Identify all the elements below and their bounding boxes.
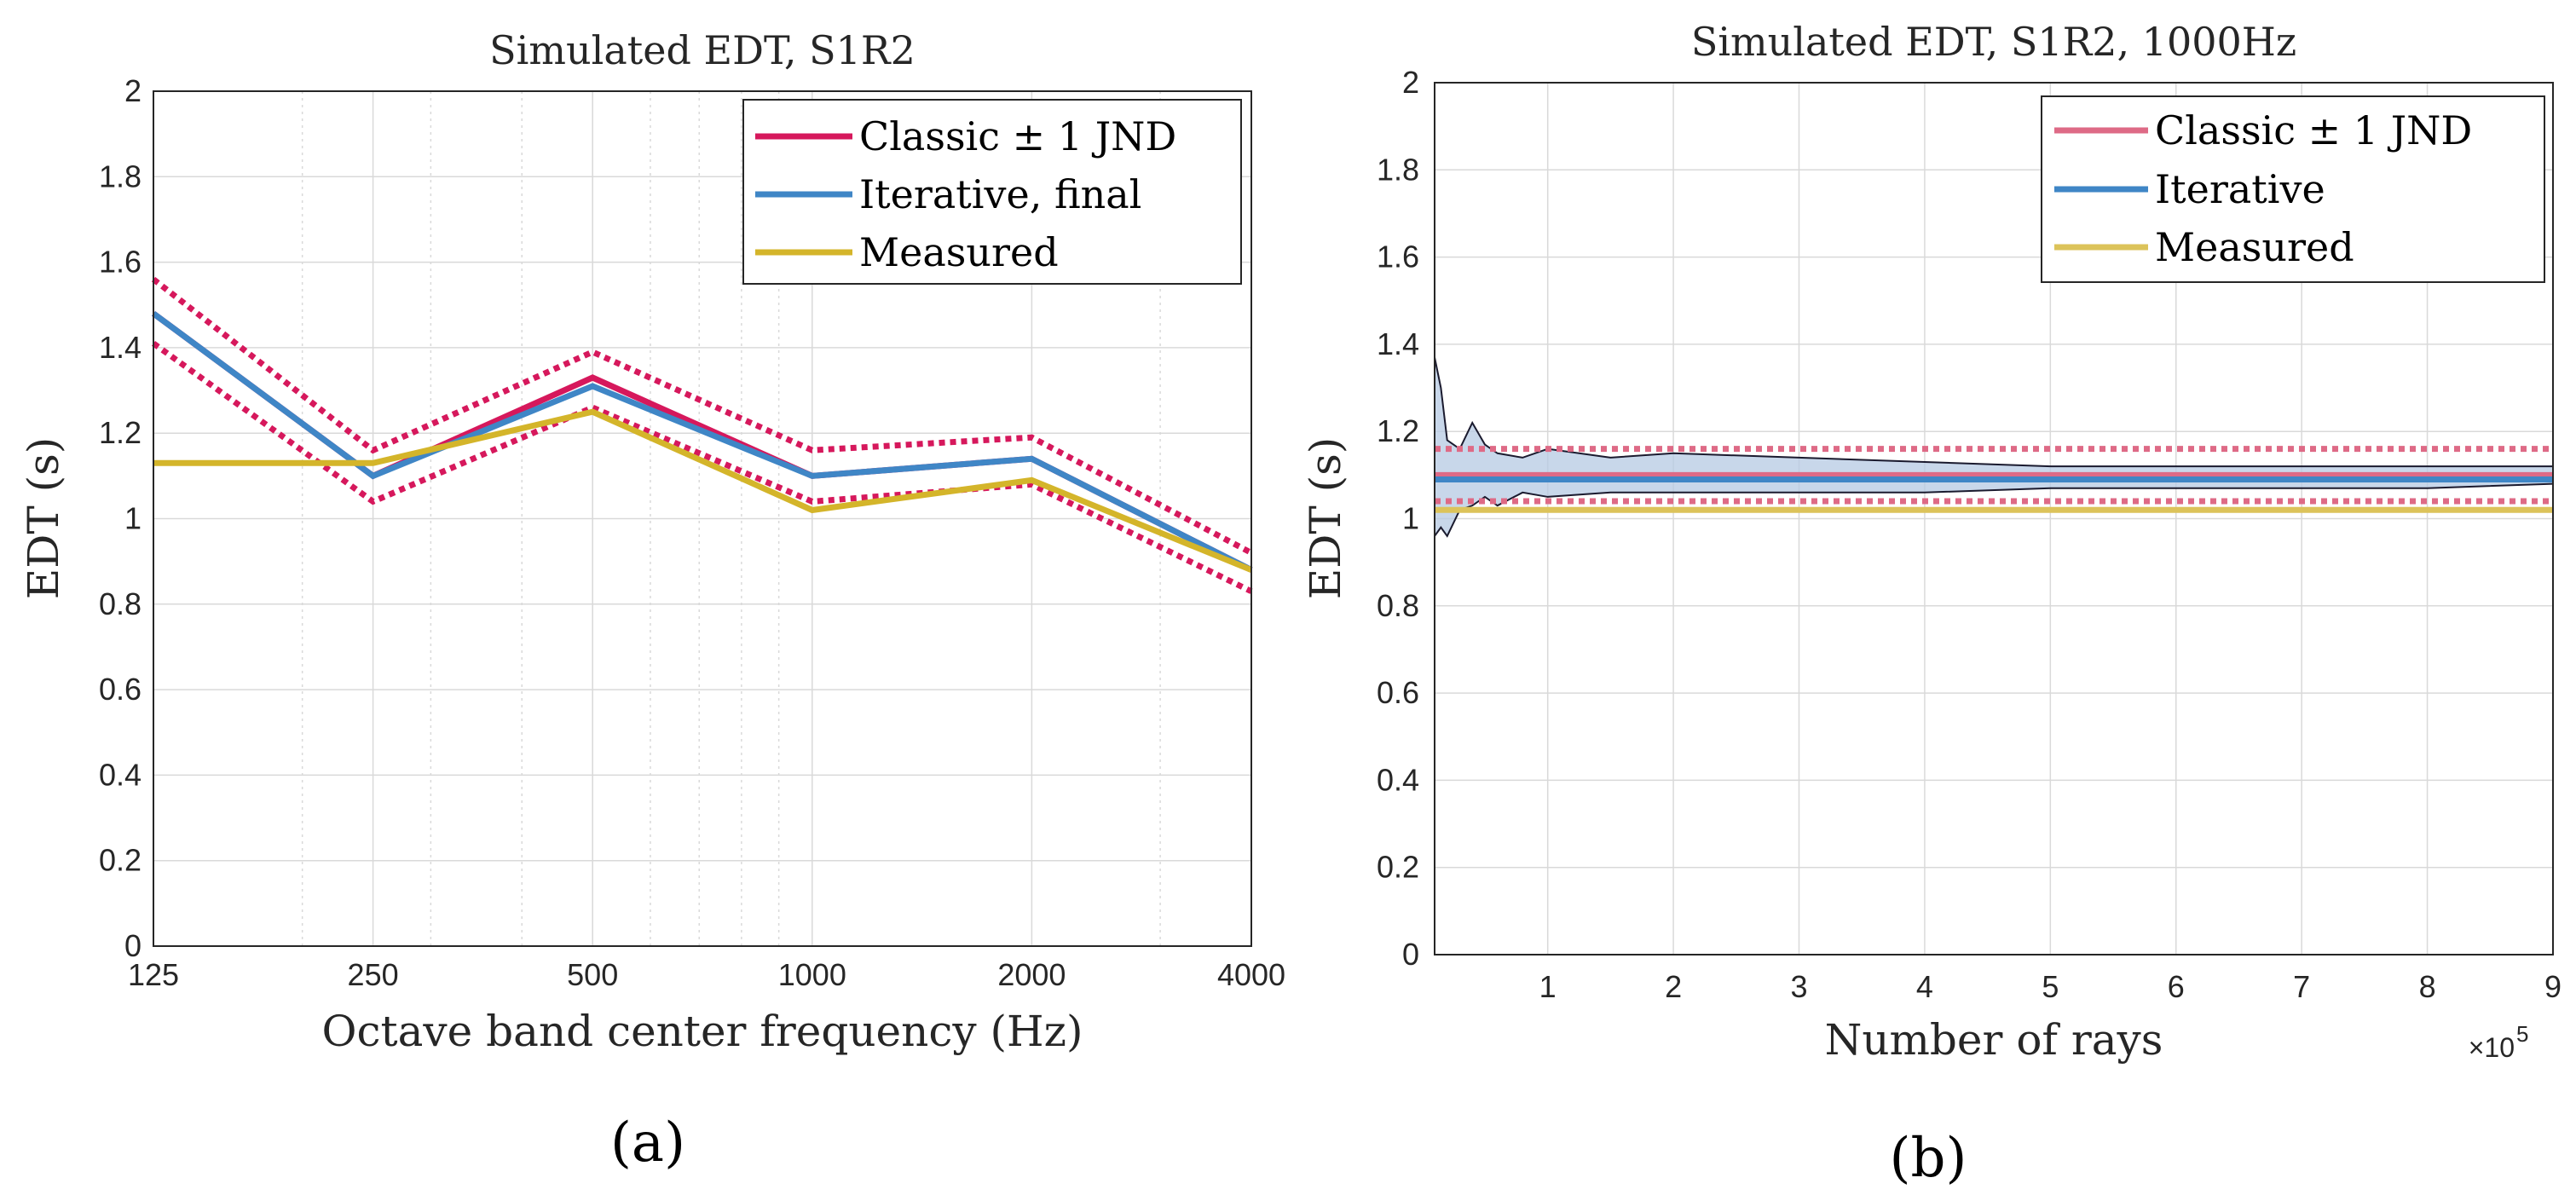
x-tick-label: 8 [2419, 969, 2436, 1004]
series-lines-a [151, 310, 1253, 573]
x-axis-label-b: Number of rays [1825, 1015, 2163, 1065]
y-tick-label: 2 [1402, 65, 1419, 100]
chart-title-b: Simulated EDT, S1R2, 1000Hz [1691, 19, 2296, 65]
y-tick-label: 0 [124, 928, 142, 963]
caption-a: (a) [610, 1111, 685, 1175]
x-multiplier-b: ×10 [2469, 1032, 2515, 1063]
legend-b: Classic ± 1 JND Iterative Measured [2041, 95, 2545, 283]
x-tick-label: 4 [1916, 969, 1933, 1004]
x-tick-label: 6 [2168, 969, 2185, 1004]
x-tick-label: 500 [567, 957, 618, 992]
x-tick-label: 250 [348, 957, 399, 992]
y-tick-label: 1.4 [99, 330, 142, 365]
y-tick-label: 1.6 [99, 245, 142, 280]
grid-a [153, 90, 1252, 947]
x-axis-label-a: Octave band center frequency (Hz) [322, 1007, 1083, 1056]
y-tick-label: 1.8 [99, 159, 142, 193]
x-tick-labels-a: 125 250 500 1000 2000 4000 [128, 957, 1285, 992]
series-lines-b [1435, 446, 2553, 513]
x-tick-label: 1000 [778, 957, 846, 992]
y-tick-label: 0.4 [1377, 762, 1419, 797]
y-tick-label: 1.6 [1377, 240, 1419, 274]
y-tick-label: 0.4 [99, 757, 142, 792]
legend-label-measured-a: Measured [859, 229, 1059, 275]
y-tick-label: 1 [1402, 501, 1419, 536]
legend-label-classic-a: Classic ± 1 JND [859, 113, 1176, 159]
y-tick-labels-b: 0 0.2 0.4 0.6 0.8 1 1.2 1.4 1.6 1.8 2 [1377, 65, 1419, 972]
iterative-line [151, 310, 1253, 573]
x-tick-label: 2 [1665, 969, 1682, 1004]
y-tick-label: 1.2 [99, 415, 142, 450]
legend-a: Classic ± 1 JND Iterative, final Measure… [742, 99, 1242, 285]
jnd-upper-line [151, 276, 1253, 556]
y-tick-label: 1.8 [1377, 152, 1419, 187]
y-tick-labels-a: 0 0.2 0.4 0.6 0.8 1 1.2 1.4 1.6 1.8 2 [99, 73, 142, 963]
x-tick-label: 3 [1790, 969, 1807, 1004]
measured-line [153, 408, 1253, 573]
y-tick-label: 0.2 [99, 843, 142, 878]
legend-label-iterative-a: Iterative, final [859, 171, 1141, 217]
y-tick-label: 2 [124, 73, 142, 108]
x-tick-label: 7 [2293, 969, 2310, 1004]
axes-box-a [153, 90, 1252, 947]
jnd-lower-line [151, 341, 1253, 594]
x-tick-label: 5 [2042, 969, 2059, 1004]
y-axis-label-b: EDT (s) [1301, 437, 1350, 600]
chart-b: 0 0.2 0.4 0.6 0.8 1 1.2 1.4 1.6 1.8 2 1 2 3 4 5 6 7 8 9 Si… [1301, 19, 2562, 1190]
chart-a: 0 0.2 0.4 0.6 0.8 1 1.2 1.4 1.6 1.8 2 125 250 500 100… [19, 27, 1285, 1175]
y-tick-label: 1.4 [1377, 326, 1419, 361]
legend-label-measured-b: Measured [2155, 224, 2354, 270]
chart-title-a: Simulated EDT, S1R2 [489, 27, 915, 73]
y-tick-label: 0.6 [1377, 675, 1419, 710]
y-tick-label: 0 [1402, 937, 1419, 972]
legend-label-iterative-b: Iterative [2155, 166, 2325, 212]
spread-band-area [1435, 357, 2553, 536]
jnd-bounds-a [151, 276, 1253, 594]
y-tick-label: 1.2 [1377, 413, 1419, 448]
caption-b: (b) [1890, 1127, 1967, 1190]
spread-band-lower [1434, 482, 2554, 538]
x-tick-label: 9 [2544, 969, 2562, 1004]
x-multiplier-exp-b: 5 [2516, 1021, 2528, 1047]
y-tick-label: 0.2 [1377, 850, 1419, 885]
y-axis-label-a: EDT (s) [19, 437, 68, 600]
x-tick-label: 4000 [1217, 957, 1285, 992]
x-tick-label: 1 [1539, 969, 1557, 1004]
x-tick-label: 2000 [997, 957, 1066, 992]
y-tick-label: 1 [124, 501, 142, 536]
y-tick-label: 0.6 [99, 672, 142, 707]
x-tick-label: 125 [128, 957, 179, 992]
y-tick-label: 0.8 [1377, 588, 1419, 623]
y-tick-label: 0.8 [99, 586, 142, 621]
legend-label-classic-b: Classic ± 1 JND [2155, 107, 2472, 153]
axes-box-b [1434, 82, 2554, 955]
x-tick-labels-b: 1 2 3 4 5 6 7 8 9 [1539, 969, 2562, 1004]
